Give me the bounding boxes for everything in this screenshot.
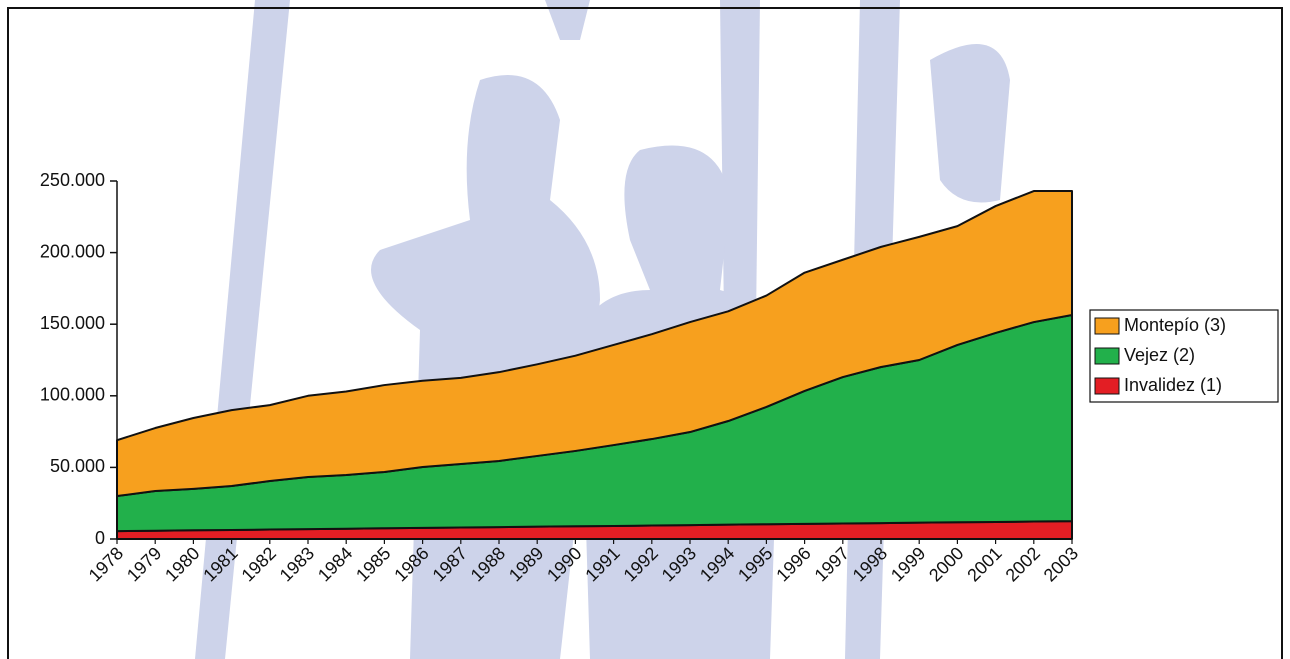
x-tick-label: 1982 <box>238 543 280 585</box>
x-tick-label: 1997 <box>811 543 853 585</box>
x-tick-label: 1985 <box>352 543 394 585</box>
y-tick-label: 250.000 <box>40 170 105 190</box>
x-tick-label: 2001 <box>963 543 1005 585</box>
x-tick-label: 2002 <box>1002 543 1044 585</box>
x-tick-label: 1979 <box>123 543 165 585</box>
legend-label: Invalidez (1) <box>1124 375 1222 395</box>
x-tick-label: 1984 <box>314 543 356 585</box>
y-tick-label: 100.000 <box>40 385 105 405</box>
legend-label: Vejez (2) <box>1124 345 1195 365</box>
y-tick-label: 200.000 <box>40 241 105 261</box>
x-tick-label: 1999 <box>887 543 929 585</box>
area <box>116 190 1073 498</box>
legend-swatch <box>1094 347 1120 365</box>
legend-label: Montepío (3) <box>1124 315 1226 335</box>
x-tick-label: 1996 <box>772 543 814 585</box>
x-tick-label: 2003 <box>1040 543 1082 585</box>
legend-swatch <box>1094 377 1120 395</box>
frame <box>7 7 1283 659</box>
x-tick-label: 2000 <box>925 543 967 585</box>
legend-box <box>1089 309 1279 403</box>
legend-swatch <box>1094 317 1120 335</box>
x-tick-label: 1980 <box>161 543 203 585</box>
y-tick-label: 0 <box>95 528 105 548</box>
y-tick-label: 150.000 <box>40 313 105 333</box>
x-tick-label: 1983 <box>276 543 318 585</box>
x-tick-label: 1978 <box>85 543 127 585</box>
y-tick-label: 50.000 <box>50 456 105 476</box>
